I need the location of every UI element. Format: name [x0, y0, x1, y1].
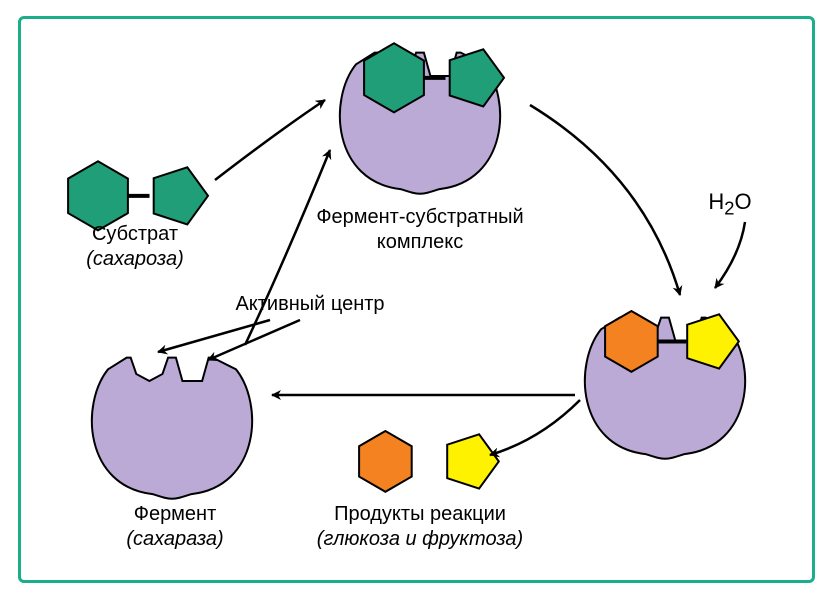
- water-h: H: [708, 189, 724, 214]
- water-2: 2: [724, 197, 734, 218]
- enzyme-free-icon: [92, 358, 252, 499]
- pointer-active-center-1: [158, 320, 270, 352]
- products-title: Продукты реакции: [334, 503, 506, 525]
- arrow-complex-to-products-stage: [530, 105, 680, 295]
- label-products: Продукты реакции (глюкоза и фруктоза): [290, 502, 550, 552]
- arrow-products-release: [490, 400, 580, 455]
- active-center-text: Активный центр: [235, 293, 384, 315]
- product-glucose-icon: [359, 431, 412, 492]
- enzyme-sub: (сахараза): [126, 528, 223, 550]
- label-enzyme: Фермент (сахараза): [90, 502, 260, 552]
- complex-line1: Фермент-субстратный: [316, 206, 523, 228]
- substrate-title: Субстрат: [92, 223, 178, 245]
- label-active-center: Активный центр: [200, 292, 420, 317]
- substrate-sub: (сахароза): [86, 248, 184, 270]
- water-o: O: [734, 189, 751, 214]
- product-fructose-icon: [447, 434, 499, 488]
- label-water: H2O: [690, 188, 770, 220]
- substrate-hexagon-icon: [68, 161, 128, 230]
- arrow-water-in: [715, 222, 745, 288]
- substrate-pentagon-icon: [154, 167, 208, 224]
- enzyme-title: Фермент: [134, 503, 217, 525]
- label-substrate: Субстрат (сахароза): [50, 222, 220, 272]
- complex-line2: комплекс: [377, 231, 463, 253]
- arrow-substrate-to-complex: [215, 100, 325, 180]
- label-complex: Фермент-субстратный комплекс: [280, 205, 560, 255]
- products-sub: (глюкоза и фруктоза): [317, 528, 523, 550]
